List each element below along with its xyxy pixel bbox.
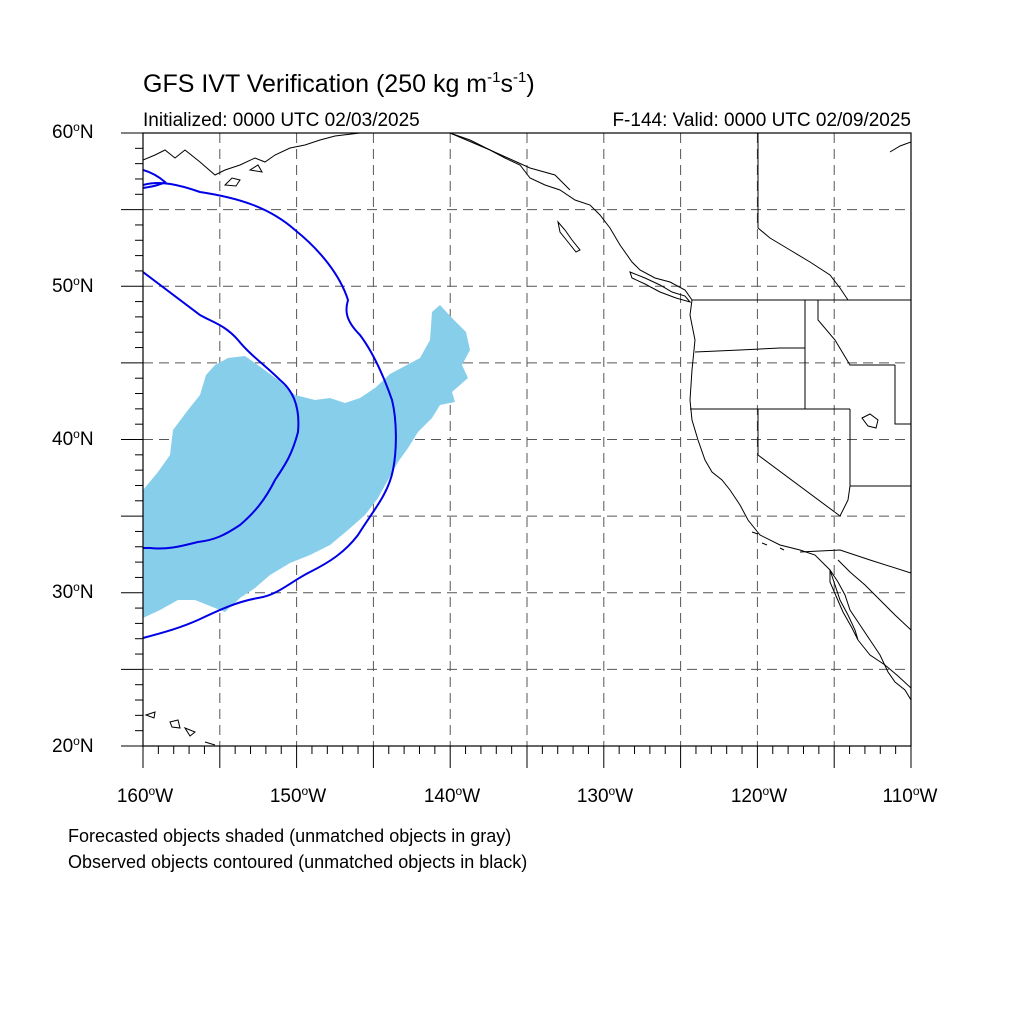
observed-ivt-contour: [143, 271, 300, 550]
north-america-coastline: [449, 133, 911, 701]
coastlines: [143, 133, 911, 746]
us-mexico-border: [799, 549, 911, 574]
alaska-canada-border: [449, 133, 571, 191]
lon-label-150: 150oW: [269, 784, 327, 807]
arizona-border: [839, 485, 851, 517]
utah-border: [849, 365, 911, 487]
channel-islands: [751, 531, 785, 551]
hudson-bay-area: [889, 141, 911, 153]
lat-label-40: 40oN: [52, 427, 94, 450]
legend-forecast: Forecasted objects shaded (unmatched obj…: [68, 826, 512, 846]
haida-gwaii: [557, 220, 581, 253]
lon-label-130: 130oW: [576, 784, 634, 807]
axis-ticks: [121, 132, 912, 768]
gulf-of-california: [837, 559, 911, 631]
legend-observed: Observed objects contoured (unmatched ob…: [68, 852, 528, 872]
alaska-islands: [223, 164, 263, 187]
initialized-time: Initialized: 0000 UTC 02/03/2025: [143, 110, 420, 131]
lon-label-120: 120oW: [730, 784, 788, 807]
lat-label-30: 30oN: [52, 580, 94, 603]
observed-ivt-contour: [143, 182, 397, 639]
lat-label-60: 60oN: [52, 120, 94, 143]
great-salt-lake: [861, 413, 879, 429]
washington-oregon-border: [694, 300, 806, 353]
lat-label-20: 20oN: [52, 734, 94, 757]
forecast-ivt-object: [143, 305, 470, 618]
hawaii-islands: [144, 711, 216, 746]
borders: [449, 133, 911, 574]
lon-label-160: 160oW: [116, 784, 174, 807]
yukon-coast: [757, 227, 849, 301]
alaska-coastline: [143, 133, 361, 176]
mexico-coast: [857, 639, 911, 689]
vancouver-island: [629, 271, 692, 303]
lon-label-140: 140oW: [423, 784, 481, 807]
observed-ivt-contour: [143, 169, 167, 189]
chart-title: GFS IVT Verification (250 kg m-1s-1): [143, 69, 535, 98]
lon-label-110: 110oW: [882, 784, 938, 807]
idaho-border: [804, 300, 895, 409]
valid-time: F-144: Valid: 0000 UTC 02/09/2025: [612, 110, 911, 131]
nevada-border: [757, 409, 841, 517]
lat-label-50: 50oN: [52, 274, 94, 297]
